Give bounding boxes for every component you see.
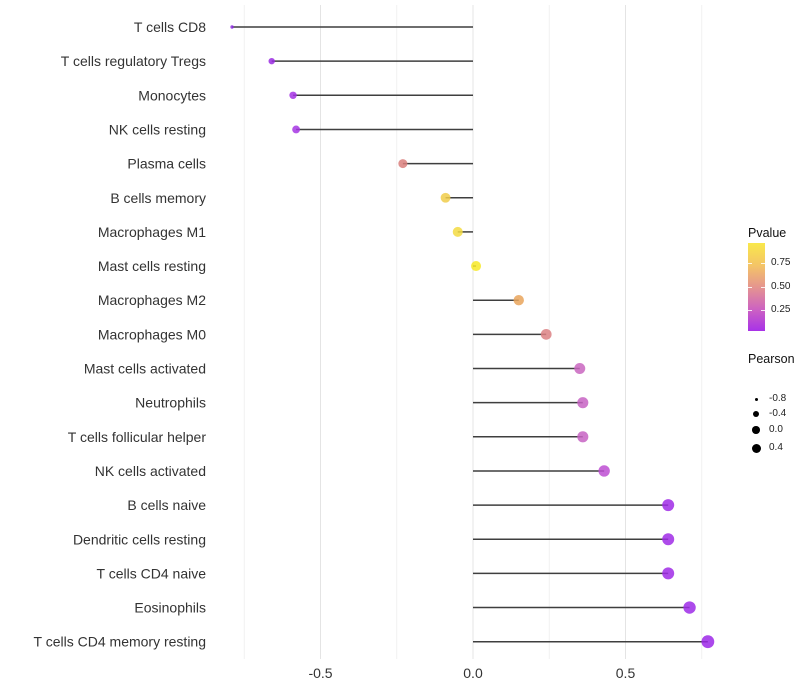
lollipop-dot: [440, 192, 451, 203]
pvalue-tick-label: 0.50: [771, 281, 791, 292]
lollipop-dot: [398, 159, 408, 169]
y-axis-category-label: Macrophages M0: [98, 326, 206, 342]
x-axis-tick-label: 0.0: [463, 665, 483, 681]
y-axis-category-label: Mast cells resting: [98, 258, 206, 274]
colorbar-tick: [748, 310, 752, 311]
y-axis-category-label: Macrophages M1: [98, 224, 206, 240]
pvalue-legend: Pvalue 0.75 0.50 0.25: [748, 226, 790, 331]
y-axis-category-label: T cells follicular helper: [68, 429, 207, 445]
y-axis-category-label: T cells CD8: [134, 19, 206, 35]
pearson-size-dot: [753, 411, 759, 417]
y-axis-category-label: Monocytes: [138, 87, 206, 103]
y-axis-category-label: Eosinophils: [134, 600, 206, 616]
y-axis-category-label: T cells CD4 naive: [97, 565, 207, 581]
colorbar-tick: [761, 310, 765, 311]
y-axis-category-label: Plasma cells: [127, 156, 206, 172]
lollipop-dot: [574, 363, 586, 374]
colorbar-tick: [761, 287, 765, 288]
x-axis-tick-label: -0.5: [308, 665, 332, 681]
lollipop-dot: [540, 328, 552, 340]
lollipop-dot: [471, 261, 482, 272]
y-axis-category-label: Macrophages M2: [98, 292, 206, 308]
y-axis-category-label: NK cells activated: [95, 463, 206, 479]
lollipop-dot: [577, 431, 589, 443]
y-axis-category-label: B cells naive: [127, 497, 206, 513]
x-axis-tick-label: 0.5: [616, 665, 636, 681]
lollipop-dot: [662, 567, 675, 580]
y-axis-category-label: T cells CD4 memory resting: [34, 634, 206, 650]
pearson-size-label: 0.4: [769, 442, 783, 453]
pearson-size-dot: [752, 426, 760, 434]
pvalue-tick-label: 0.25: [771, 304, 791, 315]
lollipop-dot: [683, 601, 696, 614]
pvalue-legend-title: Pvalue: [748, 226, 787, 240]
y-axis-category-label: T cells regulatory Tregs: [61, 53, 206, 69]
y-axis-category-label: NK cells resting: [109, 121, 206, 137]
lollipop-dot: [598, 465, 610, 477]
lollipop-dot: [701, 635, 715, 649]
pearson-size-label: -0.8: [769, 393, 787, 404]
colorbar-tick: [748, 263, 752, 264]
lollipop-dot: [289, 91, 297, 100]
colorbar-tick: [748, 287, 752, 288]
lollipop-dot: [577, 397, 589, 409]
lollipop-dot: [513, 295, 524, 306]
lollipop-dot: [662, 533, 675, 546]
pearson-size-label: -0.4: [769, 408, 787, 419]
y-axis-category-label: Dendritic cells resting: [73, 531, 206, 547]
pearson-legend-title: Pearson: [748, 352, 795, 366]
lollipop-dot: [292, 125, 300, 134]
pearson-size-dot: [751, 443, 761, 453]
pearson-size-dot: [754, 397, 758, 401]
pvalue-colorbar: [748, 243, 765, 331]
pearson-legend: Pearson -0.8 -0.4 0.0 0.4: [748, 352, 795, 453]
lollipop-dot: [662, 499, 675, 512]
lollipop-dot: [268, 57, 275, 65]
pvalue-tick-label: 0.75: [771, 257, 791, 268]
lollipop-dot: [230, 25, 234, 29]
y-axis-category-label: Neutrophils: [135, 395, 206, 411]
colorbar-tick: [761, 263, 765, 264]
y-axis-category-label: B cells memory: [110, 190, 206, 206]
y-axis-category-label: Mast cells activated: [84, 361, 206, 377]
lollipop-dot: [452, 226, 463, 237]
pearson-size-label: 0.0: [769, 424, 783, 435]
